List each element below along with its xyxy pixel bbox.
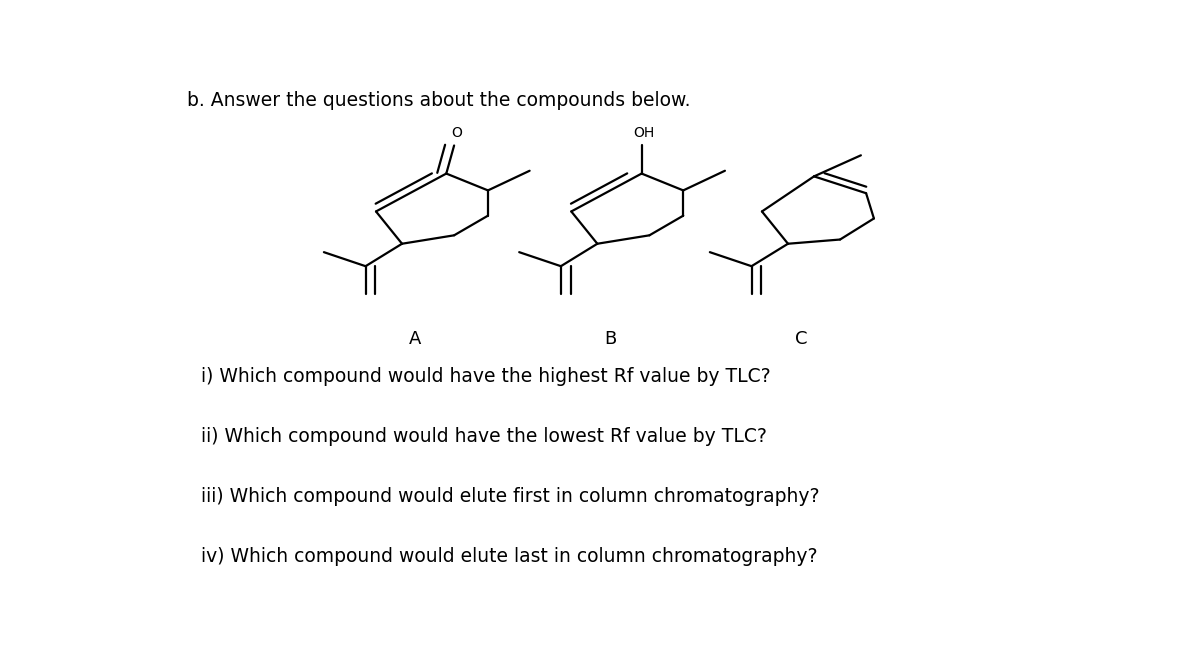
Text: C: C xyxy=(794,330,808,348)
Text: O: O xyxy=(451,126,462,140)
Text: iv) Which compound would elute last in column chromatography?: iv) Which compound would elute last in c… xyxy=(202,547,817,566)
Text: OH: OH xyxy=(634,126,655,140)
Text: A: A xyxy=(409,330,421,348)
Text: iii) Which compound would elute first in column chromatography?: iii) Which compound would elute first in… xyxy=(202,487,820,506)
Text: B: B xyxy=(605,330,617,348)
Text: i) Which compound would have the highest Rf value by TLC?: i) Which compound would have the highest… xyxy=(202,367,770,386)
Text: b. Answer the questions about the compounds below.: b. Answer the questions about the compou… xyxy=(187,90,691,109)
Text: ii) Which compound would have the lowest Rf value by TLC?: ii) Which compound would have the lowest… xyxy=(202,427,767,446)
